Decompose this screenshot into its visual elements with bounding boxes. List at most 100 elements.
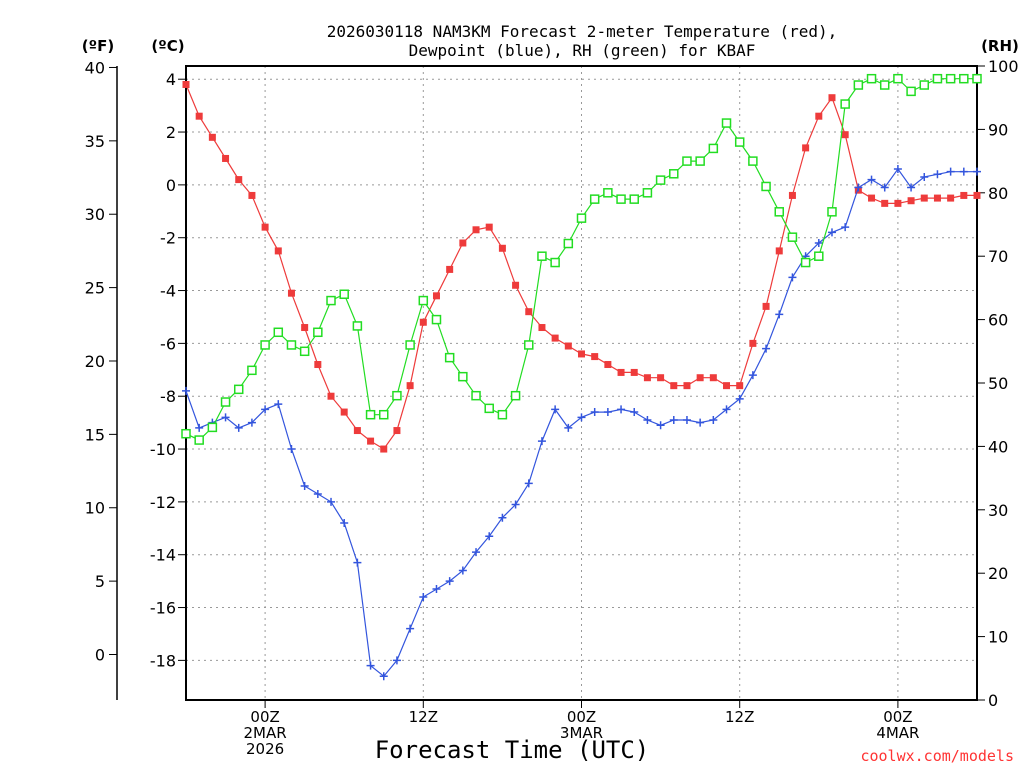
dewpoint-point (366, 661, 375, 670)
dewpoint-point (498, 513, 507, 522)
dewpoint-point (234, 423, 243, 432)
fahrenheit-tick-label: 15 (85, 425, 105, 444)
celsius-tick-label: 0 (166, 176, 176, 195)
dewpoint-point (274, 400, 283, 409)
temperature-point (419, 318, 427, 326)
temperature-point (802, 144, 810, 152)
x-tick-label: 00Z (883, 708, 912, 726)
temperature-point (340, 408, 348, 416)
celsius-tick-label: -2 (160, 229, 176, 248)
dewpoint-point (867, 175, 876, 184)
rh-point (787, 232, 798, 242)
x-tick-label: 3MAR (560, 724, 603, 742)
rh-unit-label: (RH) (981, 37, 1019, 55)
dewpoint-point (511, 500, 520, 509)
grid-lines (186, 66, 977, 700)
dewpoint-point (682, 415, 691, 424)
dewpoint-point (854, 183, 863, 192)
temperature-point (235, 176, 243, 184)
rh-point (194, 435, 204, 445)
dewpoint-point (814, 238, 823, 247)
rh-point (827, 207, 837, 217)
dewpoint-point (893, 165, 902, 174)
data-series (181, 73, 982, 681)
dewpoint-point (458, 566, 467, 575)
watermark: coolwx.com/models (860, 747, 1014, 765)
rh-point (405, 340, 415, 350)
temperature-point (933, 194, 941, 202)
rh-point (313, 327, 323, 338)
rh-point (497, 409, 508, 420)
rh-point (906, 86, 916, 97)
temperature-point (709, 374, 717, 382)
dewpoint-point (485, 532, 494, 541)
dewpoint-point (762, 344, 771, 353)
rh-point (576, 213, 587, 223)
temperature-point (208, 133, 216, 141)
dewpoint-point (643, 415, 652, 424)
rh-tick-label: 100 (988, 57, 1019, 76)
dewpoint-point (419, 592, 428, 601)
dewpoint-point (933, 170, 942, 179)
rh-point (932, 73, 943, 84)
rh-point (181, 428, 191, 439)
temperature-point (736, 382, 744, 390)
rh-point (682, 156, 692, 166)
temperature-point (683, 382, 691, 390)
rh-point (207, 422, 218, 433)
rh-point (537, 251, 547, 261)
dewpoint-point (880, 183, 889, 192)
rh-point (879, 80, 890, 90)
celsius-tick-label: -8 (160, 387, 176, 406)
dewpoint-point (300, 482, 309, 491)
rh-tick-label: 10 (988, 628, 1008, 647)
temperature-point (696, 374, 704, 382)
x-tick-label: 2MAR (244, 724, 287, 742)
dewpoint-point (445, 577, 454, 586)
rh-point (418, 295, 429, 306)
celsius-tick-label: -16 (150, 599, 176, 618)
dewpoint-point (182, 386, 190, 395)
temperature-point (894, 199, 902, 207)
rh-point (669, 169, 679, 179)
dewpoint-point (537, 437, 546, 446)
temperature-point (551, 334, 559, 342)
rh-point (840, 99, 850, 109)
dewpoint-point (841, 223, 850, 232)
temperature-point (367, 437, 375, 445)
x-tick-label: 12Z (409, 708, 438, 726)
temperature-point (604, 361, 612, 369)
temperature-point (222, 154, 230, 162)
temperature-point (182, 80, 190, 88)
rh-point (893, 73, 903, 84)
celsius-tick-label: -4 (160, 282, 176, 301)
rh-point (458, 371, 468, 382)
rh-point (853, 80, 864, 90)
dewpoint-point (472, 548, 481, 557)
dewpoint-point (748, 371, 757, 380)
axes (109, 65, 985, 708)
fahrenheit-tick-label: 5 (95, 572, 105, 591)
dewpoint-point (709, 415, 718, 424)
temperature-point (472, 226, 480, 234)
temperature-point (261, 223, 269, 231)
rh-point (524, 340, 534, 350)
dewpoint-point (656, 421, 665, 430)
rh-tick-label: 90 (988, 120, 1008, 139)
dewpoint-point (735, 394, 744, 403)
plot-frame (185, 65, 978, 701)
temperature-point (459, 239, 467, 247)
chart-title-line2: Dewpoint (blue), RH (green) for KBAF (409, 41, 756, 60)
rh-point (510, 390, 521, 401)
temperature-point (327, 392, 335, 400)
fahrenheit-tick-label: 10 (85, 499, 105, 518)
rh-point (563, 238, 574, 249)
temperature-point (617, 368, 625, 376)
dewpoint-point (353, 558, 362, 567)
fahrenheit-tick-label: 40 (85, 58, 105, 77)
dewpoint-point (247, 418, 256, 427)
fahrenheit-tick-label: 20 (85, 352, 105, 371)
rh-point (550, 257, 560, 268)
rh-tick-label: 30 (988, 501, 1008, 520)
x-tick-label: 4MAR (876, 724, 919, 742)
